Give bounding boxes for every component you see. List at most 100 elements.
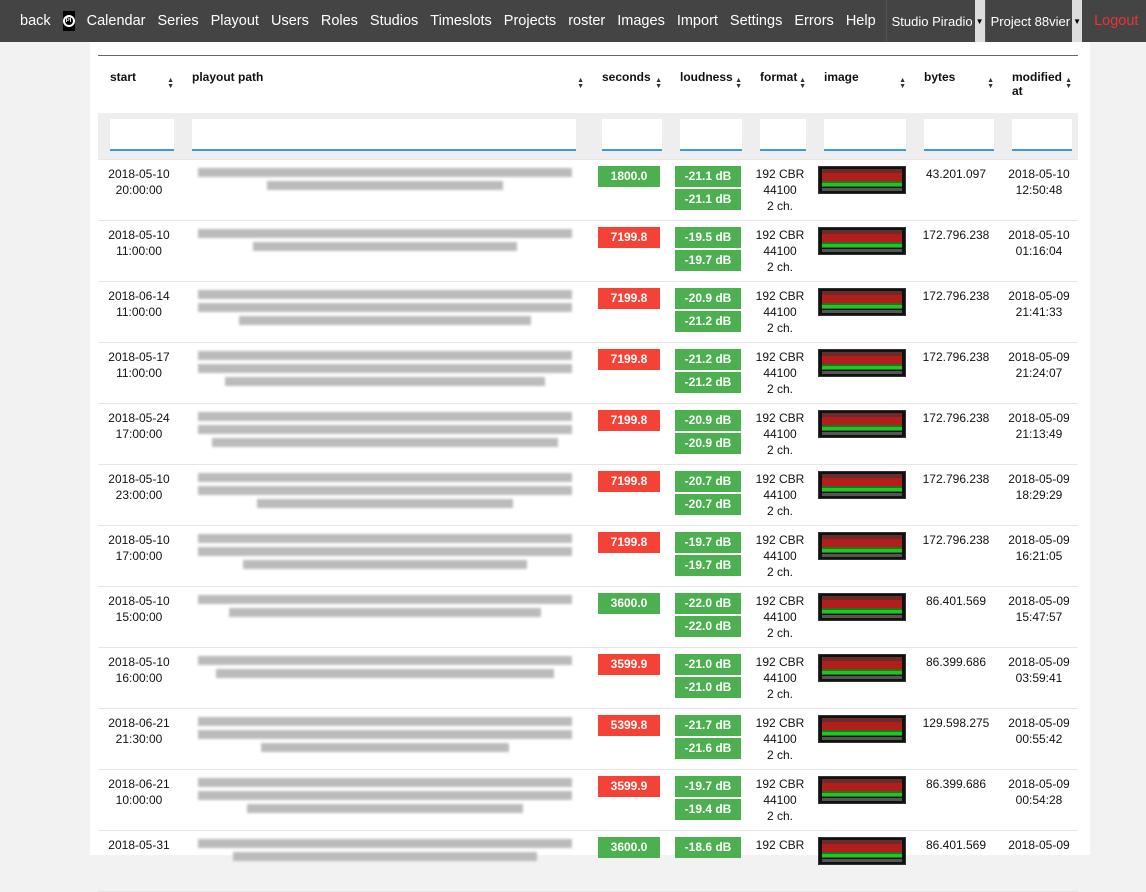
image-cell bbox=[812, 647, 912, 709]
nav-roster[interactable]: roster bbox=[568, 13, 606, 29]
nav-playout[interactable]: Playout bbox=[210, 13, 259, 29]
table-row[interactable]: 2018-05-17 11:00:00 7199.8 -21.2 dB -21.2 dB… bbox=[98, 342, 1078, 404]
filter-input-playout-path[interactable] bbox=[192, 118, 576, 151]
nav-import[interactable]: Import bbox=[676, 13, 718, 29]
studio-select[interactable]: Studio Piradio ▼ bbox=[885, 0, 985, 42]
loudness-badge: -21.2 dB bbox=[675, 348, 741, 370]
waveform-image[interactable] bbox=[818, 775, 906, 804]
sort-icon[interactable]: ▲ ▼ bbox=[1065, 77, 1072, 90]
waveform-image[interactable] bbox=[818, 226, 906, 255]
playout-path-blurred[interactable] bbox=[180, 525, 590, 587]
playout-path-blurred[interactable] bbox=[180, 403, 590, 465]
waveform-image[interactable] bbox=[818, 287, 906, 316]
filter-input-seconds[interactable] bbox=[602, 118, 662, 151]
start-cell: 2018-05-17 11:00:00 bbox=[98, 342, 180, 404]
playout-path-blurred[interactable] bbox=[180, 708, 590, 770]
text-line: 23:00:00 bbox=[115, 487, 163, 502]
sort-icon[interactable]: ▲ ▼ bbox=[167, 77, 174, 90]
sort-icon[interactable]: ▲ ▼ bbox=[987, 77, 994, 90]
filter-input-modified-at[interactable] bbox=[1012, 118, 1072, 151]
filter-input-bytes[interactable] bbox=[924, 118, 994, 151]
nav-studios[interactable]: Studios bbox=[369, 13, 419, 29]
text-line: 2 ch. bbox=[766, 381, 793, 396]
filter-input-image[interactable] bbox=[824, 118, 906, 151]
nav-calendar[interactable]: Calendar bbox=[86, 13, 146, 29]
sort-icon[interactable]: ▲ ▼ bbox=[899, 77, 906, 90]
nav-settings[interactable]: Settings bbox=[729, 13, 783, 29]
table-row[interactable]: 2018-05-31 3600.0 -18.6 dB 192 CBR 86.401.56… bbox=[98, 830, 1078, 892]
table-row[interactable]: 2018-06-21 21:30:00 5399.8 -21.7 dB -21.6 dB… bbox=[98, 708, 1078, 770]
nav-roles[interactable]: Roles bbox=[320, 13, 358, 29]
column-header-seconds[interactable]: seconds ▲ ▼ bbox=[590, 56, 668, 113]
format-cell: 192 CBR 44100 2 ch. bbox=[748, 647, 812, 709]
playout-path-blurred[interactable] bbox=[180, 830, 590, 892]
project-select[interactable]: Project 88vier ▼ bbox=[984, 0, 1083, 42]
loudness-badge: -20.9 dB bbox=[675, 287, 741, 309]
loudness-cell: -19.7 dB -19.4 dB bbox=[668, 769, 748, 831]
chevron-down-icon[interactable]: ▼ bbox=[1072, 0, 1083, 42]
column-header-image[interactable]: image ▲ ▼ bbox=[812, 56, 912, 113]
playout-path-blurred[interactable] bbox=[180, 281, 590, 343]
waveform-image[interactable] bbox=[818, 714, 906, 743]
waveform-image[interactable] bbox=[818, 836, 906, 865]
column-header-modified-at[interactable]: modified at ▲ ▼ bbox=[1000, 56, 1078, 113]
waveform-image[interactable] bbox=[818, 653, 906, 682]
text-line: 00:54:28 bbox=[1015, 792, 1063, 807]
chevron-down-icon[interactable]: ▼ bbox=[974, 0, 985, 42]
modified-cell: 2018-05-09 00:54:28 bbox=[1000, 769, 1078, 831]
nav-errors[interactable]: Errors bbox=[794, 13, 834, 29]
column-header-loudness[interactable]: loudness ▲ ▼ bbox=[668, 56, 748, 113]
waveform-image[interactable] bbox=[818, 409, 906, 438]
playout-path-blurred[interactable] bbox=[180, 342, 590, 404]
column-header-format[interactable]: format ▲ ▼ bbox=[748, 56, 812, 113]
sort-icon[interactable]: ▲ ▼ bbox=[799, 77, 806, 90]
filter-input-loudness[interactable] bbox=[680, 118, 742, 151]
sort-icon[interactable]: ▲ ▼ bbox=[577, 77, 584, 90]
sort-icon[interactable]: ▲ ▼ bbox=[655, 77, 662, 90]
modified-cell: 2018-05-09 03:59:41 bbox=[1000, 647, 1078, 709]
column-header-bytes[interactable]: bytes ▲ ▼ bbox=[912, 56, 1000, 113]
nav-projects[interactable]: Projects bbox=[503, 13, 557, 29]
table-row[interactable]: 2018-05-10 23:00:00 7199.8 -20.7 dB -20.7 dB… bbox=[98, 464, 1078, 526]
format-cell: 192 CBR 44100 2 ch. bbox=[748, 586, 812, 648]
waveform-band bbox=[822, 675, 902, 679]
sort-icon[interactable]: ▲ ▼ bbox=[735, 77, 742, 90]
waveform-image[interactable] bbox=[818, 592, 906, 621]
modified-cell: 2018-05-09 00:55:42 bbox=[1000, 708, 1078, 770]
table-row[interactable]: 2018-05-10 16:00:00 3599.9 -21.0 dB -21.0 dB… bbox=[98, 647, 1078, 709]
table-row[interactable]: 2018-05-10 17:00:00 7199.8 -19.7 dB -19.7 dB… bbox=[98, 525, 1078, 587]
table-row[interactable]: 2018-06-14 11:00:00 7199.8 -20.9 dB -21.2 dB… bbox=[98, 281, 1078, 343]
path-line-redacted bbox=[197, 790, 573, 800]
nav-series[interactable]: Series bbox=[157, 13, 199, 29]
image-cell bbox=[812, 830, 912, 892]
filter-input-start[interactable] bbox=[110, 118, 174, 151]
waveform-image[interactable] bbox=[818, 165, 906, 194]
playout-path-blurred[interactable] bbox=[180, 159, 590, 221]
nav-timeslots[interactable]: Timeslots bbox=[430, 13, 492, 29]
waveform-image[interactable] bbox=[818, 470, 906, 499]
table-row[interactable]: 2018-05-24 17:00:00 7199.8 -20.9 dB -20.9 dB… bbox=[98, 403, 1078, 465]
nav-images[interactable]: Images bbox=[617, 13, 665, 29]
waveform-image[interactable] bbox=[818, 531, 906, 560]
table-row[interactable]: 2018-05-10 20:00:00 1800.0 -21.1 dB -21.1 dB… bbox=[98, 159, 1078, 221]
playout-path-blurred[interactable] bbox=[180, 464, 590, 526]
filter-input-format[interactable] bbox=[760, 118, 806, 151]
table-row[interactable]: 2018-05-10 11:00:00 7199.8 -19.5 dB -19.7 dB… bbox=[98, 220, 1078, 282]
playout-path-blurred[interactable] bbox=[180, 769, 590, 831]
playout-path-blurred[interactable] bbox=[180, 220, 590, 282]
table-row[interactable]: 2018-05-10 15:00:00 3600.0 -22.0 dB -22.0 dB… bbox=[98, 586, 1078, 648]
playout-path-blurred[interactable] bbox=[180, 647, 590, 709]
loudness-cell: -21.1 dB -21.1 dB bbox=[668, 159, 748, 221]
column-header-start[interactable]: start ▲ ▼ bbox=[98, 56, 180, 113]
logout-link[interactable]: Logout bbox=[1094, 13, 1139, 29]
column-header-playout-path[interactable]: playout path ▲ ▼ bbox=[180, 56, 590, 113]
waveform-image[interactable] bbox=[818, 348, 906, 377]
logo-icon[interactable]: PI bbox=[62, 11, 75, 31]
playout-path-blurred[interactable] bbox=[180, 586, 590, 648]
nav-users[interactable]: Users bbox=[270, 13, 309, 29]
text-line: 192 CBR bbox=[755, 166, 805, 181]
back-link[interactable]: back bbox=[20, 13, 51, 29]
loudness-cell: -18.6 dB bbox=[668, 830, 748, 892]
table-row[interactable]: 2018-06-21 10:00:00 3599.9 -19.7 dB -19.4 dB… bbox=[98, 769, 1078, 831]
nav-help[interactable]: Help bbox=[845, 13, 876, 29]
